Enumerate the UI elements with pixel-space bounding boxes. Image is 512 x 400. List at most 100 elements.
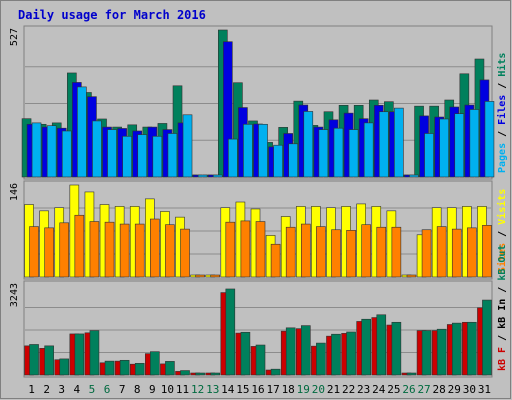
x-tick-label: 24 [372,383,386,396]
bar-pages-day-3 [61,130,72,178]
x-tick-label: 18 [282,383,295,396]
bar-pages-day-28 [439,118,449,178]
bar-sites-day-5 [89,221,100,278]
x-tick-label: 21 [327,383,340,396]
bar-kb-out-day-28 [436,328,447,376]
bar-pages-day-29 [454,113,465,178]
x-tick-label: 28 [433,383,446,396]
bar-pages-day-26 [409,174,419,178]
legend-hits-files-pages: Pages / Files / Hits [496,53,508,173]
x-tick-label: 20 [312,383,325,396]
bar-pages-day-22 [348,129,359,178]
bar-pages-day-30 [469,109,480,178]
legend-item-files: Files [496,95,508,125]
x-tick-label: 15 [236,383,249,396]
x-tick-label: 16 [251,383,264,396]
bar-kb-out-day-21 [331,333,341,376]
legend-separator: / [497,77,508,95]
legend-visits-sites: Sites / Visits [496,189,508,273]
bar-sites-day-25 [391,226,402,278]
bar-kb-out-day-15 [240,331,251,376]
bar-kb-out-day-14 [225,288,236,376]
bar-pages-day-11 [182,114,193,178]
bar-kb-out-day-24 [376,314,387,376]
bar-pages-day-24 [378,111,389,178]
bar-sites-day-9 [150,218,160,278]
legend-item-sites: Sites [496,243,508,273]
bar-sites-day-30 [467,227,477,278]
bar-kb-out-day-7 [119,359,130,376]
panel-kbytes: 3243 kB F / kB In / kB Out [9,245,508,378]
bar-sites-day-2 [44,227,54,278]
bar-pages-day-18 [288,143,298,178]
bar-kb-out-day-16 [255,344,266,376]
bar-kb-out-day-18 [285,327,296,376]
bar-kb-out-day-31 [482,299,492,376]
bar-sites-day-10 [165,224,175,278]
x-tick-label: 19 [297,383,310,396]
x-tick-label: 5 [89,383,96,396]
bar-kb-out-day-3 [59,358,70,376]
bar-kb-out-day-30 [467,321,477,376]
bar-kb-out-day-5 [89,330,100,376]
panel-visits-sites: 146 Sites / Visits [9,180,508,280]
bar-pages-day-13 [212,174,223,178]
x-tick-label: 8 [134,383,141,396]
bar-sites-day-17 [270,243,281,278]
x-tick-label: 2 [43,383,50,396]
bar-kb-out-day-17 [270,368,281,376]
bar-sites-day-16 [255,221,266,278]
x-tick-label: 9 [149,383,156,396]
x-tick-label: 25 [387,383,400,396]
x-axis: 1 2 3 4 5 6 7 8 9 10 11 12 13 14 15 16 17 18 19 20 21 22 23 24 2… [28,383,491,396]
x-tick-label: 4 [74,383,81,396]
panels-layer: 527 Pages / Files / Hits 146 Sites / Visits… [9,25,508,378]
bar-sites-day-15 [240,220,251,278]
bar-sites-day-8 [134,223,145,278]
x-tick-label: 17 [266,383,279,396]
legend-item-kb-in: kB In [497,299,508,329]
panel-hits-files-pages: 527 Pages / Files / Hits [9,25,508,180]
x-tick-label: 14 [221,383,235,396]
bar-pages-day-23 [363,122,374,178]
x-tick-label: 1 [28,383,35,396]
bar-kb-out-day-25 [391,321,402,376]
x-tick-label: 10 [161,383,174,396]
bar-sites-day-3 [59,222,70,278]
bar-kb-out-day-27 [421,330,432,376]
bar-files-day-14 [223,41,233,178]
bar-sites-day-19 [300,223,311,278]
bar-kb-out-day-6 [104,360,115,376]
bar-pages-day-6 [107,129,117,178]
bar-pages-day-21 [333,127,344,178]
x-tick-label: 22 [342,383,355,396]
bar-sites-day-6 [104,221,115,278]
bar-sites-day-11 [180,228,190,278]
bar-kb-out-day-12 [195,372,205,376]
bar-pages-day-5 [92,120,102,178]
bar-sites-day-20 [316,226,326,278]
bar-kb-out-day-20 [316,342,326,376]
x-tick-label: 29 [448,383,461,396]
bar-kb-out-day-9 [150,351,160,376]
bar-kb-out-day-4 [74,333,85,376]
legend-separator: / [497,281,508,299]
x-tick-label: 7 [119,383,126,396]
legend-item-visits: Visits [496,189,508,225]
bar-sites-day-14 [225,221,236,278]
legend-item-pages: Pages [497,143,508,173]
y-max-label: 527 [9,28,20,46]
legend-separator: / [497,125,508,143]
bar-sites-day-29 [451,228,462,278]
bar-pages-day-27 [424,133,434,178]
bar-pages-day-25 [394,107,404,178]
bar-pages-day-19 [303,111,314,178]
bar-kb-out-day-1 [29,344,39,376]
bar-pages-day-14 [228,138,238,178]
y-max-label: 3243 [9,283,20,307]
bar-kb-out-day-8 [134,363,145,376]
bar-sites-day-1 [29,226,39,278]
